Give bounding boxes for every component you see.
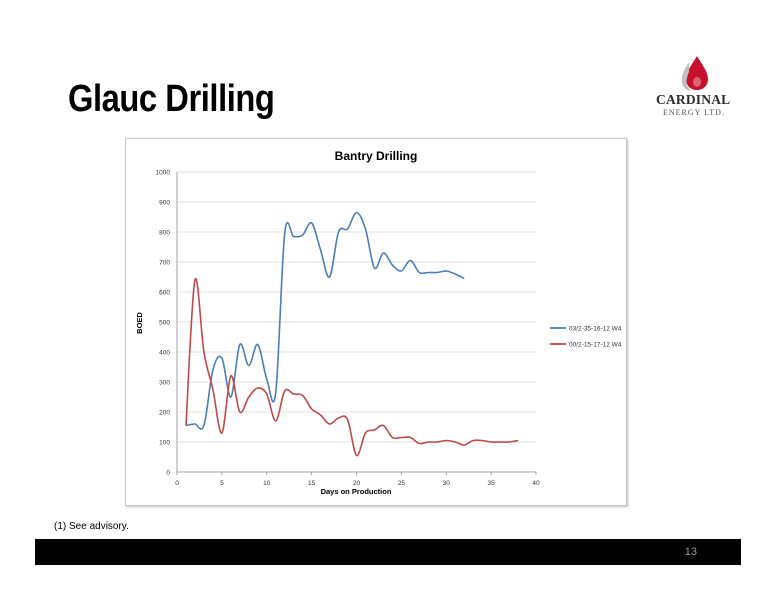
legend-label: 00/2-15-17-12 W4 <box>569 342 622 349</box>
chart-title: Bantry Drilling <box>335 149 418 163</box>
chart-panel: Bantry Drilling 0 100 200 300 400 500 600 700 80… <box>125 138 627 506</box>
y-tick-label: 700 <box>159 260 170 267</box>
y-tick-label: 0 <box>166 470 170 477</box>
series-line-03-2-35-16-12-w4 <box>185 211 465 430</box>
x-tick-label: 0 <box>175 480 179 487</box>
legend: 03/2-35-16-12 W4 00/2-15-17-12 W4 <box>550 326 622 349</box>
y-axis-label: BOED <box>135 312 144 334</box>
axes <box>176 172 537 475</box>
x-tick-label: 10 <box>263 480 271 487</box>
y-tick-label: 100 <box>159 440 170 447</box>
x-tick-labels: 0 5 10 15 20 25 30 35 40 <box>175 480 540 487</box>
line-chart: Bantry Drilling 010020030040050060070080… <box>135 149 622 496</box>
y-tick-label: 200 <box>159 410 170 417</box>
slide-title: Glauc Drilling <box>68 78 275 120</box>
x-tick-label: 30 <box>443 480 451 487</box>
y-tick-label: 900 <box>159 200 170 207</box>
x-tick-label: 20 <box>353 480 361 487</box>
x-tick-label: 15 <box>308 480 316 487</box>
y-tick-labels: 0 100 200 300 400 500 600 700 800 900 1000 <box>156 170 171 477</box>
x-tick-label: 5 <box>220 480 224 487</box>
y-tick-label: 600 <box>159 290 170 297</box>
page-number: 13 <box>684 546 697 558</box>
x-tick-label: 35 <box>488 480 496 487</box>
x-axis-label: Days on Production <box>321 487 392 496</box>
series-line-00-2-15-17-12-w4 <box>185 277 519 457</box>
y-tick-label: 1000 <box>156 170 171 177</box>
legend-label: 03/2-35-16-12 W4 <box>569 326 622 333</box>
gridlines <box>177 171 536 443</box>
logo-name: CARDINAL <box>656 92 731 107</box>
cardinal-logo <box>681 56 708 91</box>
series-lines <box>185 211 519 457</box>
y-tick-label: 800 <box>159 230 170 237</box>
y-tick-label: 400 <box>159 350 170 357</box>
x-tick-label: 25 <box>398 480 406 487</box>
footer-bar: 13 <box>35 539 741 565</box>
y-tick-label: 300 <box>159 380 170 387</box>
logo-subtitle: ENERGY LTD. <box>663 108 725 117</box>
logo-flame-icon <box>686 56 708 90</box>
x-tick-label: 40 <box>532 480 540 487</box>
footnote: (1) See advisory. <box>54 521 129 532</box>
y-tick-label: 500 <box>159 320 170 327</box>
